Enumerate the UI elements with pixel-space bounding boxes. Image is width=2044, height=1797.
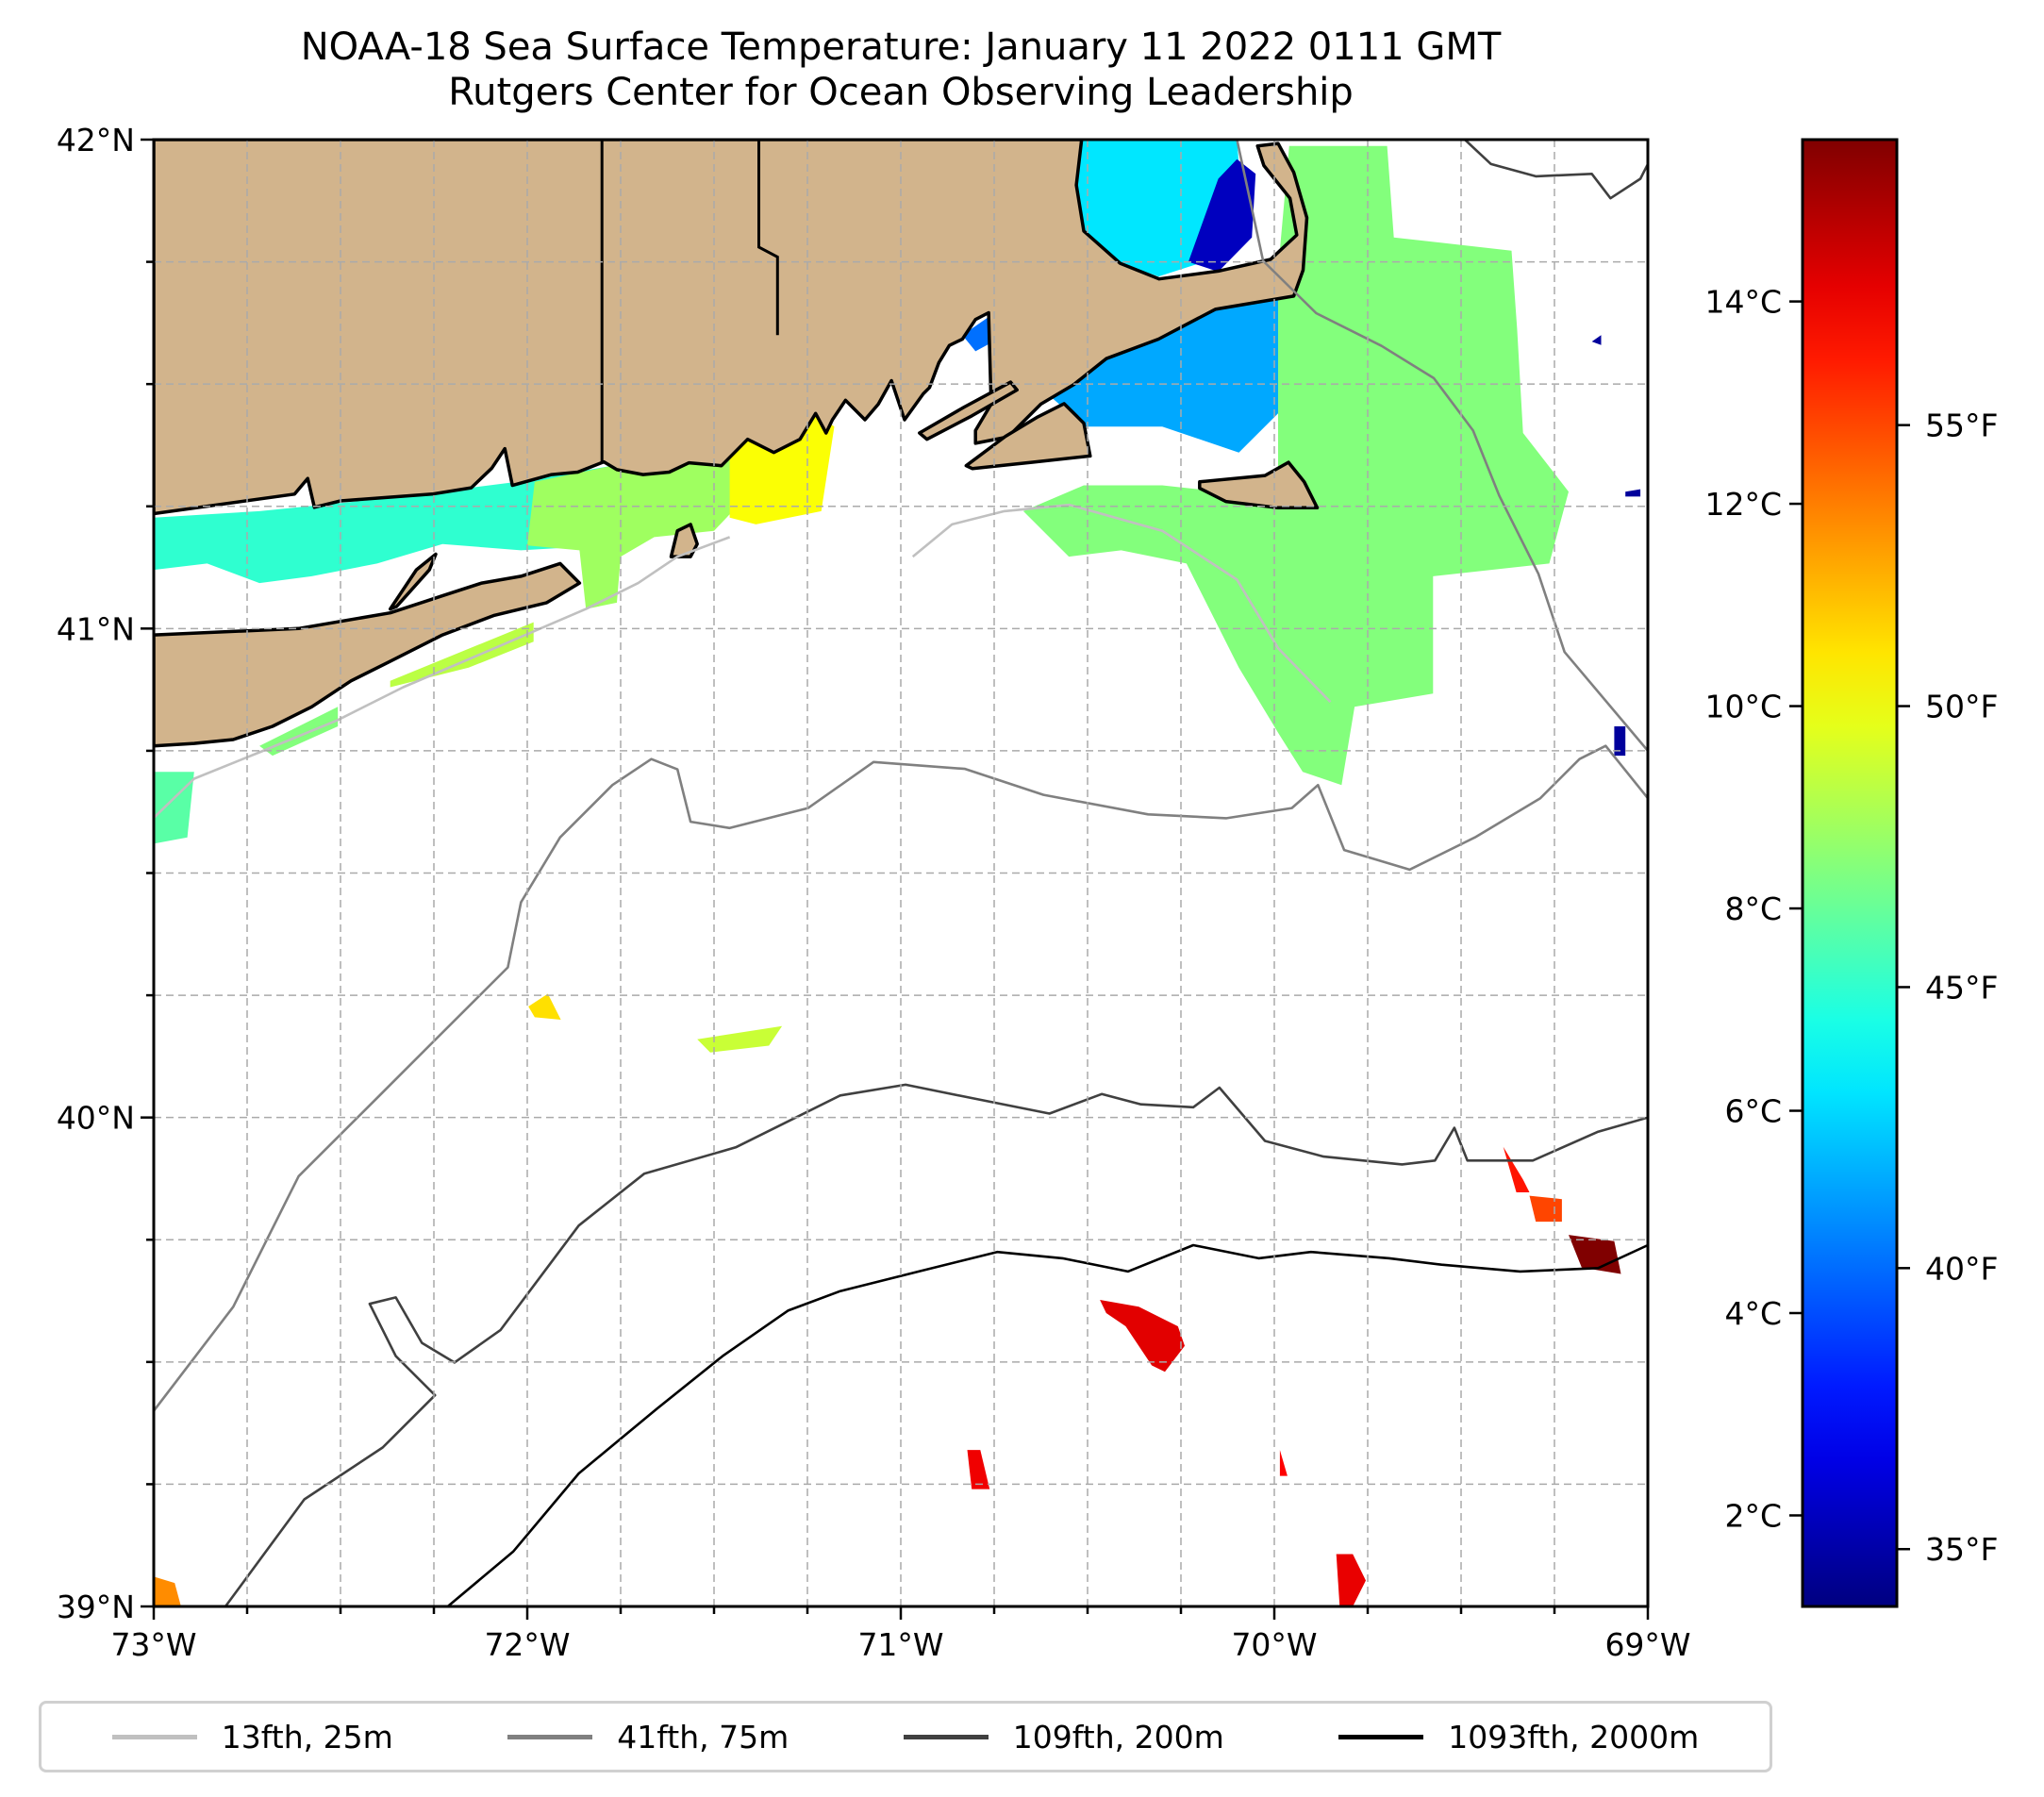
land-nantucket [1198,460,1320,510]
legend-label-200m: 109fth, 200m [1012,1718,1224,1755]
legend-label-25m: 13fth, 25m [221,1718,393,1755]
x-tick-label: 72°W [484,1626,570,1663]
contour-25m [911,503,1332,704]
colorbar-gradient [1801,138,1899,1608]
chart-subtitle: Rutgers Center for Ocean Observing Leade… [448,71,1354,114]
sst-patch [1336,1554,1366,1606]
contour-75m [154,744,1648,1412]
contour-coast-maine [1464,140,1648,200]
x-tick-label: 69°W [1604,1626,1690,1663]
sst-patch [390,622,534,688]
legend-item-200m: 109fth, 200m [903,1718,1224,1755]
colorbar-label-c: 10°C [1704,689,1782,725]
sst-patch [967,1450,990,1489]
contour-200m [224,1083,1648,1606]
sst-patch [1625,489,1641,497]
colorbar-label-f: 35°F [1925,1531,1998,1568]
sst-patch [1188,158,1256,272]
legend-label-2000m: 1093fth, 2000m [1448,1718,1700,1755]
land-block-island [669,523,699,558]
colorbar-label-f: 50°F [1925,689,1998,725]
grid-layer [154,140,1648,1606]
sst-layer [154,140,1641,1606]
land-elizabeth-islands [918,380,1019,441]
legend-item-75m: 41fth, 75m [507,1719,789,1755]
sst-patch [1033,295,1278,453]
legend-swatch-25m [111,1734,197,1739]
legend-item-25m: 13fth, 25m [111,1718,393,1755]
sst-patch [1279,1450,1288,1476]
y-tick-label: 41°N [57,610,135,647]
legend: 13fth, 25m 41fth, 75m 109fth, 200m 1093f… [39,1701,1772,1772]
land-new-england-mainland [154,140,1309,516]
sst-patch [1503,1146,1530,1192]
sst-patch [1529,1195,1562,1223]
sst-patch [154,465,636,584]
sst-patch [1591,335,1602,345]
contour-25m [154,536,731,819]
y-tick-label: 40°N [57,1100,135,1137]
colorbar-label-f: 55°F [1925,408,1998,444]
legend-swatch-2000m [1338,1734,1424,1739]
colorbar-label-f: 40°F [1925,1250,1998,1287]
legend-item-2000m: 1093fth, 2000m [1338,1719,1699,1755]
axes: 73°W 72°W 71°W 70°W 69°W 42°N 41°N 40°N 39°N [57,122,1691,1663]
colorbar-label-c: 14°C [1704,284,1782,321]
sst-patch [1614,726,1626,757]
land-north-fork [388,552,438,611]
sst-patch [697,1025,783,1053]
sst-patch [1022,145,1569,786]
x-tick-label: 71°W [857,1626,943,1663]
sst-patch [528,993,561,1020]
land-layer [154,140,1320,748]
legend-label-75m: 41fth, 75m [617,1718,789,1755]
colorbar-label-c: 4°C [1724,1295,1782,1332]
sst-patch [527,446,733,609]
contour-75m [1236,140,1648,752]
x-tick-label: 73°W [110,1626,196,1663]
y-tick-label: 42°N [57,122,135,158]
ri-ma-border [757,140,779,336]
x-tick-label: 70°W [1231,1626,1317,1663]
chart-title-block: NOAA-18 Sea Surface Temperature: January… [154,25,1648,115]
colorbar-label-c: 8°C [1724,890,1782,927]
legend-swatch-200m [903,1734,989,1739]
sst-patch [154,1576,181,1606]
colorbar-label-f: 45°F [1925,969,1998,1006]
colorbar-label-c: 6°C [1724,1093,1782,1130]
colorbar: 2°C 4°C 6°C 8°C 10°C 12°C 14°C 35°F 40°F 45°F 50°F… [1704,138,1998,1608]
colorbar-label-c: 2°C [1724,1497,1782,1534]
colorbar-label-c: 12°C [1704,486,1782,523]
sst-patch [1100,1300,1185,1373]
contour-2000m [446,1243,1648,1606]
contour-layer [154,140,1648,1606]
land-long-island [154,561,582,748]
legend-swatch-75m [507,1734,593,1739]
land-marthas-vineyard [964,402,1092,471]
chart-title: NOAA-18 Sea Surface Temperature: January… [300,25,1502,69]
y-tick-label: 39°N [57,1589,135,1625]
